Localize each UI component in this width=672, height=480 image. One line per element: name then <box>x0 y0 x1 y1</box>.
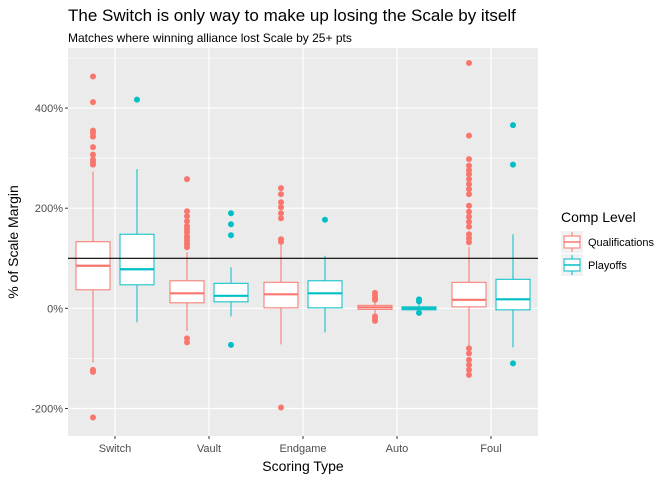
outlier-point <box>278 204 284 211</box>
outlier-point <box>184 218 190 225</box>
outlier-point <box>134 96 140 103</box>
box-endgame-playoffs <box>307 216 343 333</box>
outlier-point <box>466 356 472 363</box>
outlier-point <box>466 366 472 373</box>
outlier-point <box>90 414 96 421</box>
outlier-point <box>466 213 472 220</box>
outlier-point <box>278 191 284 198</box>
x-axis-title: Scoring Type <box>262 458 344 474</box>
box-endgame-qualifications <box>263 185 299 411</box>
outlier-point <box>90 368 96 375</box>
outlier-point <box>416 298 422 305</box>
outlier-point <box>90 99 96 106</box>
outlier-point <box>278 238 284 245</box>
legend-label-playoffs: Playoffs <box>588 260 627 272</box>
box-foul-qualifications <box>451 60 487 378</box>
outlier-point <box>466 371 472 378</box>
outlier-point <box>228 341 234 348</box>
outlier-point <box>466 223 472 230</box>
outlier-point <box>466 218 472 225</box>
legend-title: Comp Level <box>561 209 636 225</box>
outlier-point <box>278 215 284 222</box>
y-axis-title: % of Scale Margin <box>5 185 21 299</box>
outlier-point <box>90 144 96 151</box>
outlier-point <box>466 176 472 183</box>
outlier-point <box>228 210 234 217</box>
y-axis-ticks: -200% 0% 200% 400% <box>31 103 68 415</box>
x-tick-label: Auto <box>386 443 409 455</box>
y-tick-label: 200% <box>35 203 63 215</box>
legend: Comp Level Qualifications Playoffs <box>561 209 655 276</box>
outlier-point <box>466 202 472 209</box>
outlier-point <box>278 210 284 217</box>
box-vault-playoffs <box>213 210 249 348</box>
boxplot-marks <box>75 60 531 421</box>
outlier-point <box>466 239 472 246</box>
box-body <box>169 280 205 304</box>
box-switch-playoffs <box>119 96 155 323</box>
outlier-point <box>510 122 516 129</box>
box-body <box>213 282 249 303</box>
x-axis-ticks: Switch Vault Endgame Auto Foul <box>99 436 502 455</box>
outlier-point <box>466 171 472 178</box>
legend-key-qualifications <box>561 231 583 253</box>
outlier-point <box>466 345 472 352</box>
outlier-point <box>416 309 422 316</box>
outlier-point <box>466 156 472 163</box>
outlier-point <box>228 232 234 239</box>
outlier-point <box>184 213 190 220</box>
outlier-point <box>184 339 190 346</box>
box-vault-qualifications <box>169 176 205 346</box>
legend-label-qualifications: Qualifications <box>588 237 655 249</box>
outlier-point <box>184 208 190 215</box>
x-tick-label: Switch <box>99 443 131 455</box>
grid-lines <box>68 48 538 436</box>
outlier-point <box>466 361 472 368</box>
box-switch-qualifications <box>75 73 111 421</box>
outlier-point <box>466 350 472 357</box>
legend-key-playoffs <box>561 254 583 276</box>
outlier-point <box>278 185 284 192</box>
y-tick-label: 400% <box>35 103 63 115</box>
outlier-point <box>278 404 284 411</box>
outlier-point <box>184 176 190 183</box>
y-tick-label: -200% <box>31 403 63 415</box>
outlier-point <box>466 60 472 67</box>
box-body <box>495 278 531 311</box>
x-tick-label: Endgame <box>279 443 326 455</box>
outlier-point <box>90 73 96 80</box>
box-auto-playoffs <box>401 296 437 316</box>
outlier-point <box>466 191 472 198</box>
box-auto-qualifications <box>357 289 393 324</box>
y-tick-label: 0% <box>47 303 63 315</box>
x-tick-label: Foul <box>480 443 501 455</box>
chart-subtitle: Matches where winning alliance lost Scal… <box>68 31 352 45</box>
outlier-point <box>510 161 516 168</box>
outlier-point <box>90 133 96 140</box>
x-tick-label: Vault <box>197 443 221 455</box>
outlier-point <box>466 132 472 139</box>
outlier-point <box>90 161 96 168</box>
box-body <box>119 233 155 286</box>
outlier-point <box>466 208 472 215</box>
outlier-point <box>322 216 328 223</box>
outlier-point <box>278 199 284 206</box>
box-body <box>451 281 487 308</box>
box-foul-playoffs <box>495 122 531 367</box>
outlier-point <box>372 317 378 324</box>
outlier-point <box>184 244 190 251</box>
outlier-point <box>90 151 96 158</box>
outlier-point <box>466 181 472 188</box>
chart-title: The Switch is only way to make up losing… <box>68 6 516 25</box>
outlier-point <box>228 221 234 228</box>
outlier-point <box>466 162 472 169</box>
outlier-point <box>510 360 516 367</box>
outlier-point <box>466 186 472 193</box>
outlier-point <box>372 296 378 303</box>
